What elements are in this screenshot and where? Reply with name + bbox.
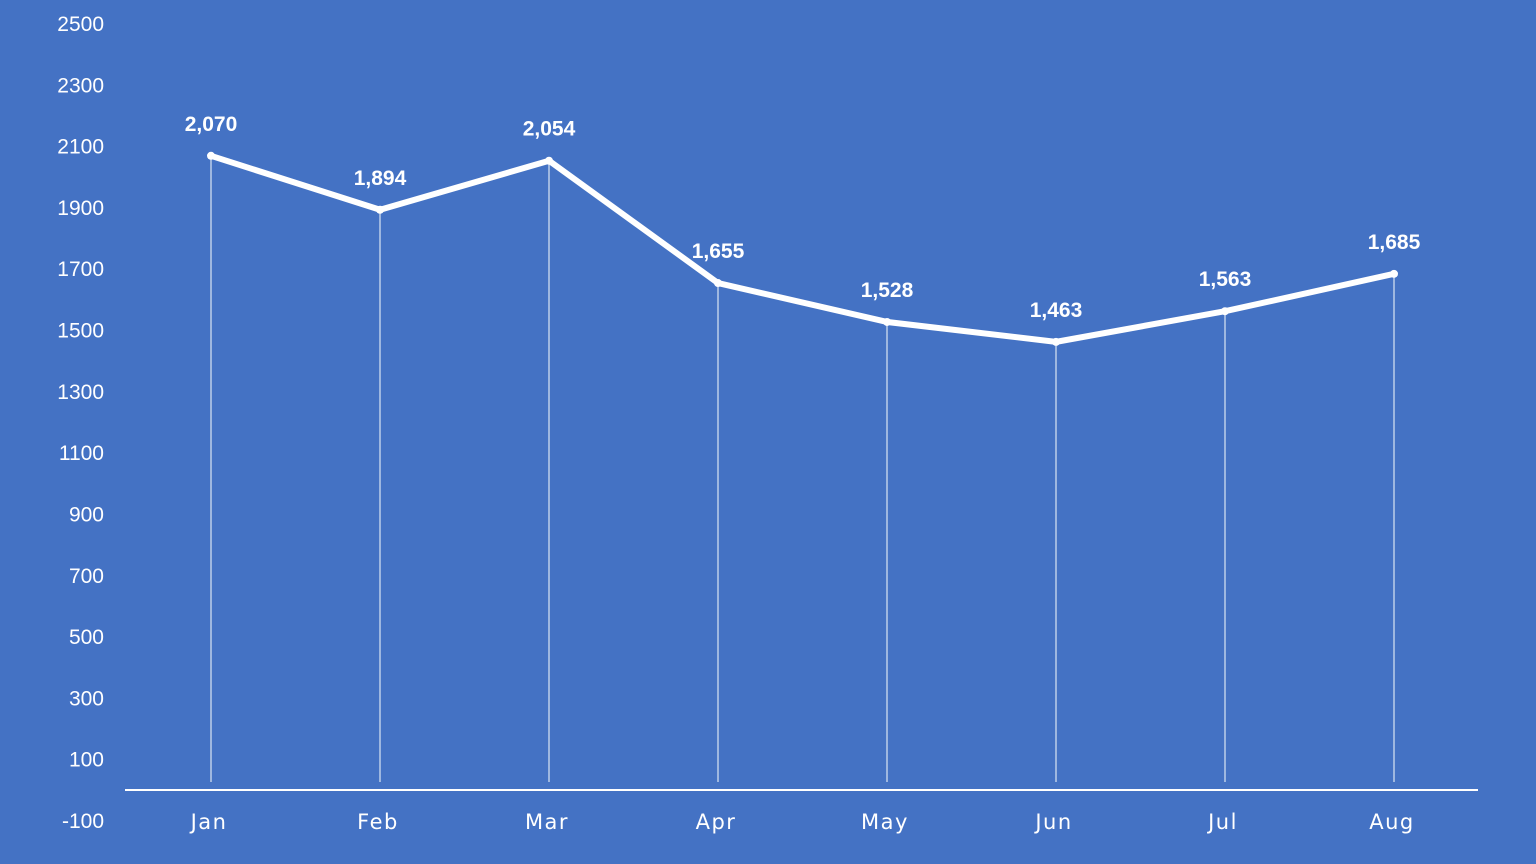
- data-point: [714, 279, 722, 288]
- y-tick-label: 1100: [59, 442, 104, 465]
- y-tick-label: 100: [69, 749, 104, 772]
- y-axis-ticks: 2500 2300 2100 1900 1700 1500 1300 1100 900 700 50…: [57, 13, 104, 833]
- data-point: [1221, 307, 1229, 316]
- y-tick-label: 900: [69, 503, 104, 526]
- data-points: [207, 151, 1398, 346]
- data-label: 1,894: [354, 167, 407, 190]
- series-line: [208, 152, 1397, 345]
- y-tick-label: 2500: [57, 13, 104, 36]
- x-tick-label: Jul: [1206, 810, 1238, 834]
- data-point: [207, 151, 215, 160]
- data-label: 2,070: [185, 113, 238, 136]
- y-tick-label: -100: [62, 810, 104, 833]
- y-tick-label: 1300: [57, 381, 104, 404]
- y-tick-label: 2100: [57, 136, 104, 159]
- x-tick-label: Jan: [189, 810, 228, 834]
- data-label: 2,054: [523, 118, 576, 141]
- data-label: 1,463: [1030, 299, 1083, 322]
- data-label: 1,685: [1368, 231, 1421, 254]
- y-tick-label: 1900: [57, 197, 104, 220]
- data-point: [545, 156, 553, 165]
- x-tick-label: Feb: [357, 810, 399, 834]
- data-labels: 2,070 1,894 2,054 1,655 1,528 1,463 1,563 1,685: [185, 113, 1421, 322]
- data-label: 1,655: [692, 240, 745, 263]
- data-point: [883, 317, 891, 326]
- drop-lines: [210, 155, 1395, 782]
- x-tick-label: Jun: [1033, 810, 1072, 834]
- x-axis-ticks: Jan Feb Mar Apr May Jun Jul Aug: [189, 810, 1415, 834]
- y-tick-label: 1700: [57, 258, 104, 281]
- y-tick-label: 500: [69, 626, 104, 649]
- x-tick-label: May: [861, 810, 909, 834]
- data-point: [376, 205, 384, 214]
- y-tick-label: 1500: [57, 320, 104, 343]
- data-point: [1052, 337, 1060, 346]
- y-tick-label: 2300: [57, 74, 104, 97]
- x-tick-label: Aug: [1369, 810, 1415, 834]
- data-label: 1,528: [861, 279, 914, 302]
- data-point: [1390, 269, 1398, 278]
- data-label: 1,563: [1199, 268, 1252, 291]
- y-tick-label: 700: [69, 565, 104, 588]
- x-tick-label: Apr: [696, 810, 737, 834]
- y-tick-label: 300: [69, 687, 104, 710]
- x-tick-label: Mar: [525, 810, 569, 834]
